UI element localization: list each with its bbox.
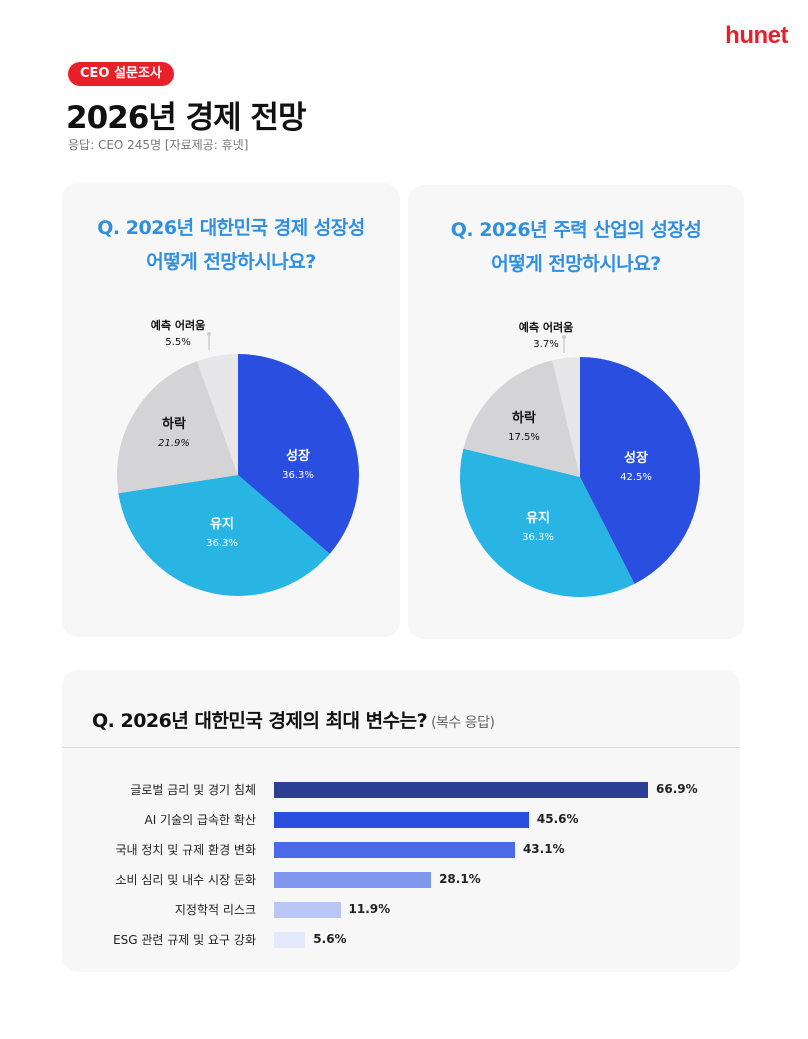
- bar-value-label: 11.9%: [348, 902, 391, 916]
- bar-category-label: 국내 정치 및 규제 환경 변화: [115, 843, 256, 857]
- page-title: 2026년 경제 전망: [66, 100, 306, 136]
- pie-slice-maintain: [118, 475, 330, 596]
- pie-question-industry: Q. 2026년 주력 산업의 성장성 어떻게 전망하시나요?: [408, 213, 744, 281]
- bar-category-label: 지정학적 리스크: [174, 903, 256, 917]
- bar-category-label: ESG 관련 규제 및 요구 강화: [113, 933, 256, 947]
- brand-logo: hunet: [725, 22, 788, 49]
- pie-label-unpredictable-value: 5.5%: [165, 337, 191, 348]
- pie-label-unpredictable: 예측 어려움 3.7%: [519, 319, 573, 350]
- pie-label-maintain-name: 유지: [210, 517, 234, 532]
- bar-question-note: (복수 응답): [431, 715, 495, 731]
- pie-label-decline: 하락 17.5%: [508, 407, 540, 443]
- pie-label-decline-value: 17.5%: [508, 432, 540, 443]
- pie-question-line-1: Q. 2026년 주력 산업의 성장성: [450, 219, 702, 241]
- bar-row: 지정학적 리스크 11.9%: [62, 902, 740, 918]
- pie-leader-dot: [207, 332, 211, 336]
- bar: [274, 872, 432, 888]
- pie-card-economy: Q. 2026년 대한민국 경제 성장성 어떻게 전망하시나요? 성장 36.3…: [62, 183, 400, 637]
- bar-category-label: 글로벌 금리 및 경기 침체: [130, 783, 256, 797]
- pie-label-unpredictable: 예측 어려움 5.5%: [151, 317, 205, 348]
- bar-row: ESG 관련 규제 및 요구 강화 5.6%: [62, 932, 740, 948]
- pie-question-line-2: 어떻게 전망하시나요?: [491, 253, 661, 275]
- pie-label-growth-value: 42.5%: [620, 472, 652, 483]
- bar-value-label: 43.1%: [522, 842, 565, 856]
- bar: [274, 902, 341, 918]
- pie-label-growth: 성장 36.3%: [282, 445, 314, 481]
- pie-slice-decline: [117, 361, 238, 494]
- pie-label-growth-value: 36.3%: [282, 470, 314, 481]
- bar-question: Q. 2026년 대한민국 경제의 최대 변수는? (복수 응답): [92, 706, 495, 733]
- pie-label-maintain: 유지 36.3%: [522, 507, 554, 543]
- pie-label-unpredictable-value: 3.7%: [533, 339, 559, 350]
- respondent-info: 응답: CEO 245명 [자료제공: 휴넷]: [68, 138, 249, 152]
- pie-label-decline-name: 하락: [512, 411, 536, 426]
- bar-row: 소비 심리 및 내수 시장 둔화 28.1%: [62, 872, 740, 888]
- pie-label-maintain: 유지 36.3%: [206, 513, 238, 549]
- bar-row: 국내 정치 및 규제 환경 변화 43.1%: [62, 842, 740, 858]
- bar-card-variables: Q. 2026년 대한민국 경제의 최대 변수는? (복수 응답) 글로벌 금리 …: [62, 670, 740, 972]
- pie-slice-maintain: [460, 448, 635, 597]
- pie-label-growth-name: 성장: [624, 451, 648, 466]
- bar-row: 글로벌 금리 및 경기 침체 66.9%: [62, 782, 740, 798]
- bar-category-label: AI 기술의 급속한 확산: [144, 813, 256, 827]
- pie-slice-growth: [580, 357, 700, 584]
- pie-label-decline-value: 21.9%: [158, 438, 190, 449]
- bar-value-label: 45.6%: [536, 812, 579, 826]
- bar: [274, 782, 648, 798]
- bar-value-label: 66.9%: [656, 782, 698, 796]
- pie-label-maintain-value: 36.3%: [206, 538, 238, 549]
- bar: [274, 812, 529, 828]
- bar-value-label: 28.1%: [439, 872, 481, 886]
- bar-category-label: 소비 심리 및 내수 시장 둔화: [115, 873, 256, 887]
- pie-slice-unpredictable: [552, 357, 580, 477]
- pie-chart-economy: [117, 332, 359, 596]
- pie-slice-growth: [238, 354, 359, 554]
- bar-value-label: 5.6%: [313, 932, 347, 946]
- survey-badge: CEO 설문조사: [68, 62, 174, 86]
- pie-label-unpredictable-name: 예측 어려움: [150, 319, 206, 332]
- pie-leader-dot: [562, 335, 566, 339]
- bar: [274, 932, 306, 948]
- pie-label-unpredictable-name: 예측 어려움: [518, 321, 574, 334]
- pie-label-growth-name: 성장: [286, 449, 310, 464]
- pie-label-decline: 하락 21.9%: [158, 413, 190, 449]
- pie-slice-decline: [463, 360, 580, 477]
- pie-question-economy: Q. 2026년 대한민국 경제 성장성 어떻게 전망하시나요?: [62, 211, 400, 279]
- pie-question-line-2: 어떻게 전망하시나요?: [146, 251, 316, 273]
- divider: [62, 747, 740, 748]
- bar: [274, 842, 515, 858]
- pie-label-growth: 성장 42.5%: [620, 447, 652, 483]
- pie-label-maintain-name: 유지: [526, 511, 550, 526]
- pie-label-maintain-value: 36.3%: [522, 532, 554, 543]
- pie-question-line-1: Q. 2026년 대한민국 경제 성장성: [97, 217, 365, 239]
- bar-question-text: Q. 2026년 대한민국 경제의 최대 변수는?: [92, 710, 428, 732]
- bar-row: AI 기술의 급속한 확산 45.6%: [62, 812, 740, 828]
- pie-label-decline-name: 하락: [162, 417, 186, 432]
- pie-slice-unpredictable: [197, 354, 238, 475]
- pie-card-industry: Q. 2026년 주력 산업의 성장성 어떻게 전망하시나요? 성장 42.5%…: [408, 185, 744, 639]
- pie-chart-industry: [460, 335, 700, 597]
